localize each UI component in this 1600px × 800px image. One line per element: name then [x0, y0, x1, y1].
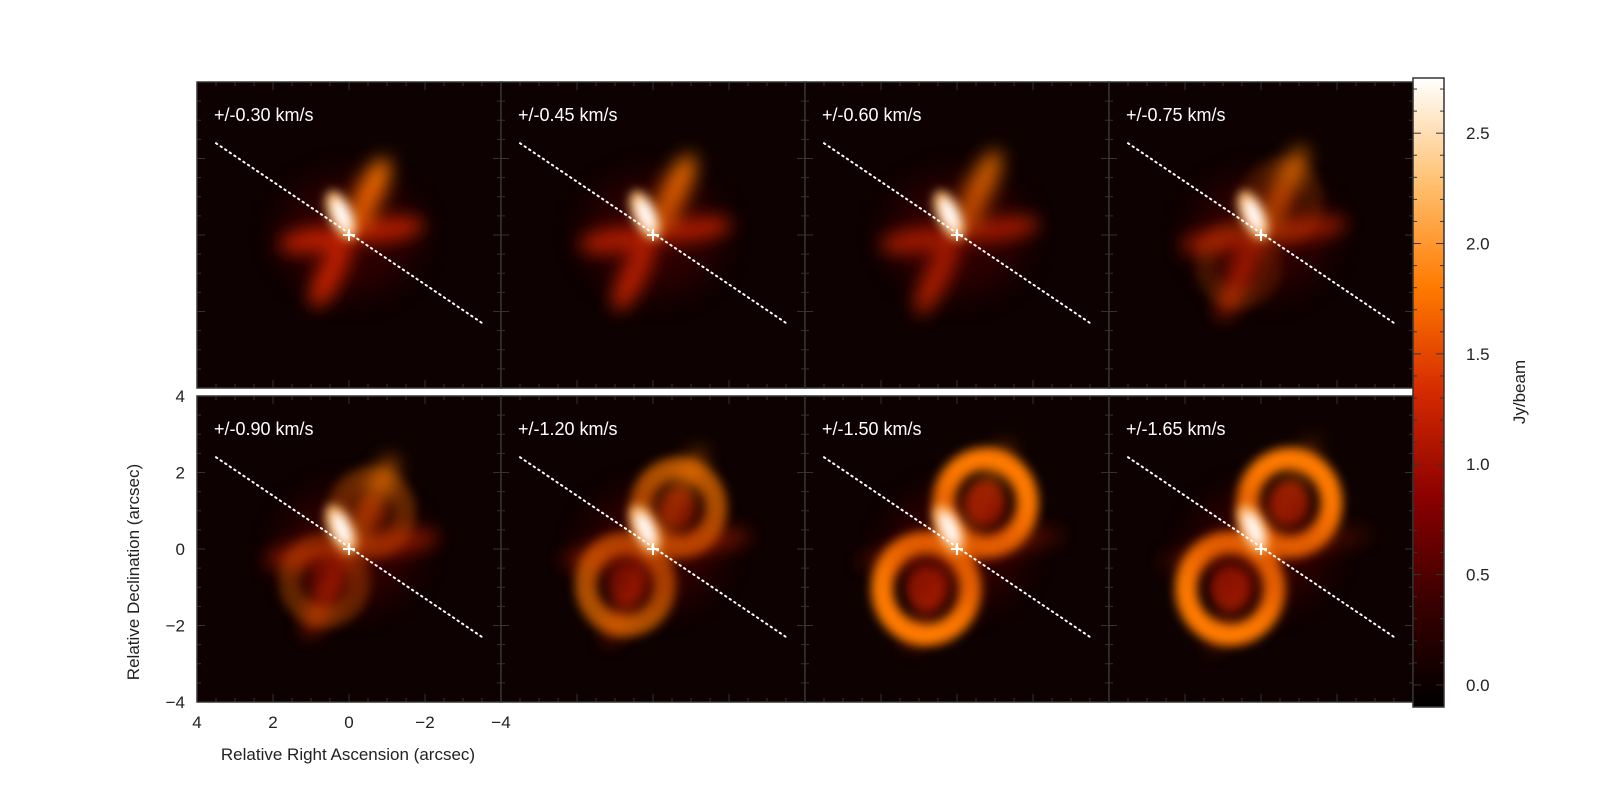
- colorbar-tick-label: 1.0: [1466, 455, 1490, 474]
- panel-label: +/-1.65 km/s: [1126, 419, 1226, 439]
- y-tick-label: −2: [166, 617, 185, 636]
- channel-panel: +/-1.50 km/s: [804, 395, 1110, 703]
- channel-panel: +/-0.60 km/s: [804, 81, 1110, 389]
- emission: [880, 150, 1040, 315]
- center-marker: [951, 543, 963, 555]
- colorbar-tick-label: 2.0: [1466, 235, 1490, 254]
- colorbar-tick-label: 0.0: [1466, 676, 1490, 695]
- colorbar-label: Jy/beam: [1510, 360, 1529, 424]
- panel-label: +/-0.45 km/s: [518, 105, 618, 125]
- panel-label: +/-1.50 km/s: [822, 419, 922, 439]
- core-emission: [1237, 190, 1269, 240]
- panel-ticks: [500, 81, 806, 389]
- center-marker: [1255, 229, 1267, 241]
- center-marker: [343, 543, 355, 555]
- panel-ticks: [804, 81, 1110, 389]
- center-marker: [1255, 543, 1267, 555]
- channel-panel: +/-1.65 km/s: [1108, 395, 1414, 703]
- core-emission: [325, 190, 357, 240]
- panel-ticks: [1108, 395, 1414, 703]
- x-tick-label: −4: [491, 713, 510, 732]
- center-marker: [647, 229, 659, 241]
- core-emission: [1237, 504, 1269, 554]
- panel-label: +/-0.30 km/s: [214, 105, 314, 125]
- y-tick-label: 0: [176, 540, 185, 559]
- x-axis-label: Relative Right Ascension (arcsec): [221, 745, 475, 764]
- y-axis-label: Relative Declination (arcsec): [124, 464, 143, 680]
- y-tick-label: 2: [176, 464, 185, 483]
- core-emission: [933, 190, 965, 240]
- core-emission: [325, 504, 357, 554]
- center-marker: [343, 229, 355, 241]
- core-emission: [933, 504, 965, 554]
- channel-panel: +/-1.20 km/s: [500, 395, 806, 703]
- colorbar-gradient: [1412, 77, 1445, 708]
- center-marker: [951, 229, 963, 241]
- x-tick-label: −2: [415, 713, 434, 732]
- axis-labels: Relative Right Ascension (arcsec) Relati…: [124, 360, 1529, 764]
- channel-panel: +/-0.30 km/s: [196, 81, 502, 389]
- panel-label: +/-1.20 km/s: [518, 419, 618, 439]
- y-tick-label: 4: [176, 387, 185, 406]
- core-emission: [629, 190, 661, 240]
- y-tick-label: −4: [166, 693, 185, 712]
- colorbar: 0.0 0.5 1.0 1.5 2.0 2.5: [1412, 77, 1490, 708]
- panel-label: +/-0.75 km/s: [1126, 105, 1226, 125]
- x-tick-label: 0: [344, 713, 353, 732]
- panel-grid: +/-0.30 km/s +/-0.45 km/s +/-0.60 km/s +/-0…: [166, 81, 1414, 732]
- emission: [1180, 146, 1347, 319]
- core-emission: [629, 504, 661, 554]
- panel-label: +/-0.90 km/s: [214, 419, 314, 439]
- x-tick-label: 4: [192, 713, 201, 732]
- colorbar-tick-label: 1.5: [1466, 345, 1490, 364]
- panel-label: +/-0.60 km/s: [822, 105, 922, 125]
- colorbar-tick-label: 0.5: [1466, 566, 1490, 585]
- colorbar-tick-label: 2.5: [1466, 124, 1490, 143]
- channel-panel: +/-0.90 km/s: [196, 395, 502, 703]
- x-tick-label: 2: [268, 713, 277, 732]
- channel-panel: +/-0.45 km/s: [500, 81, 806, 389]
- center-marker: [647, 543, 659, 555]
- channel-panel: +/-0.75 km/s: [1108, 81, 1414, 389]
